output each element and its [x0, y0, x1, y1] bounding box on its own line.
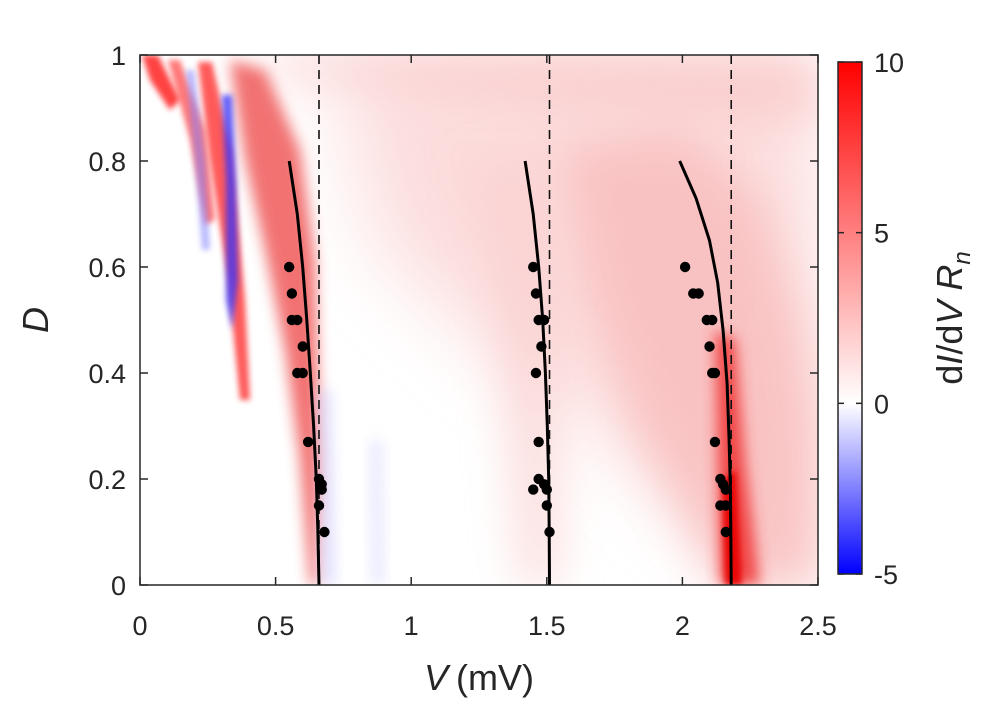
plot-frame [139, 54, 819, 586]
data-point [297, 367, 308, 379]
data-point [709, 436, 721, 448]
data-point [286, 288, 298, 299]
x-axis-ticks: 0 0.5 1 1.5 2 2.5 [132, 55, 837, 641]
data-point [319, 526, 330, 538]
data-point [720, 484, 731, 495]
data-point [679, 261, 691, 273]
y-tick-label: 0.2 [88, 465, 126, 495]
data-point [720, 500, 731, 511]
colorbar-title: dI/dV Rn [929, 251, 976, 384]
experimental-points [283, 261, 731, 538]
colorbar-tick-label: -5 [874, 560, 898, 590]
colorbar-ticks: -5 0 5 10 [838, 48, 904, 590]
data-point [544, 526, 555, 538]
y-tick-label: 0.4 [88, 359, 126, 389]
x-tick-label: 1 [404, 611, 419, 641]
y-tick-label: 1 [111, 41, 126, 71]
y-tick-label: 0 [111, 571, 126, 601]
data-point [538, 314, 550, 326]
data-point [709, 367, 721, 379]
data-point [541, 500, 552, 511]
data-point [707, 314, 718, 326]
heatmap-blue-tail-2 [370, 440, 384, 585]
y-axis-title: D [15, 307, 56, 333]
y-tick-label: 0.8 [88, 147, 126, 177]
colorbar-tick-label: 5 [874, 219, 889, 249]
data-point [283, 261, 295, 273]
data-point [316, 479, 327, 490]
theory-curve-2 [523, 160, 551, 585]
data-point [302, 436, 314, 448]
theory-curves [287, 160, 733, 585]
heatmap-fringe-red-3 [198, 62, 250, 400]
heatmap-fringe-blue-1 [186, 70, 210, 250]
x-tick-label: 1.5 [528, 611, 566, 641]
x-tick-label: 0.5 [257, 611, 295, 641]
data-point [530, 367, 542, 379]
y-axis-ticks: 0 0.2 0.4 0.6 0.8 1 [88, 41, 818, 601]
data-point [533, 436, 544, 448]
colorbar [837, 61, 863, 575]
theory-curve-1 [287, 160, 321, 585]
data-point [541, 484, 552, 495]
data-point [536, 341, 547, 352]
data-point [693, 288, 704, 299]
colorbar-tick-label: 0 [874, 389, 889, 419]
data-point [530, 288, 542, 299]
x-tick-label: 2.5 [799, 611, 837, 641]
theory-curve-3 [678, 160, 733, 585]
heatmap-pink-region-2 [560, 130, 818, 585]
data-point [720, 526, 731, 538]
x-tick-label: 0 [132, 611, 147, 641]
heatmap-pink-region-top [230, 55, 818, 120]
heatmap-fringe-blue-2 [222, 95, 238, 330]
data-point [704, 341, 715, 352]
data-point [528, 261, 539, 273]
x-axis-title: V (mV) [424, 657, 534, 698]
data-point [313, 500, 325, 511]
colorbar-tick-label: 10 [874, 48, 904, 78]
data-point [528, 484, 539, 495]
y-tick-label: 0.6 [88, 253, 126, 283]
x-tick-label: 2 [675, 611, 690, 641]
heatmap-fringe-red-1 [142, 55, 180, 110]
data-point [292, 314, 303, 326]
data-point [297, 341, 308, 352]
heatmap-red-band-1 [230, 60, 320, 585]
